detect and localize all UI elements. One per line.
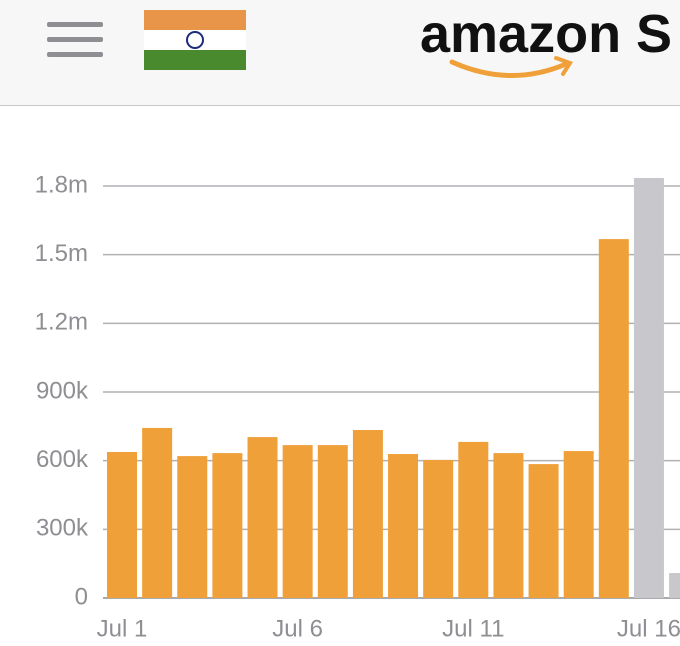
flag-stripe: [144, 10, 246, 30]
flag-india[interactable]: [144, 10, 246, 70]
logo-arrow: [554, 56, 574, 76]
y-tick-label: 600k: [36, 446, 89, 473]
y-tick-label: 0: [75, 583, 88, 610]
bar: [388, 454, 419, 598]
menu-line: [47, 52, 103, 57]
menu-line: [47, 37, 103, 42]
bar: [142, 427, 173, 598]
bar: [177, 456, 208, 598]
logo-smile: [449, 59, 569, 78]
x-tick-label: Jul 11: [442, 615, 504, 642]
bar: [423, 459, 454, 598]
bar: [212, 453, 243, 598]
y-tick-label: 300k: [36, 515, 89, 542]
y-tick-label: 1.2m: [35, 309, 88, 336]
flag-wheel: [186, 31, 204, 49]
bar: [669, 573, 680, 598]
y-tick-label: 1.5m: [35, 240, 88, 267]
bar: [458, 441, 489, 598]
flag-stripe: [144, 30, 246, 50]
bar: [282, 445, 313, 598]
bar: [633, 177, 664, 598]
y-tick-label: 1.8m: [35, 171, 88, 198]
bar: [352, 429, 383, 598]
bar: [528, 464, 559, 598]
bar: [107, 451, 137, 598]
header-bar: [0, 0, 680, 105]
flag-stripe: [144, 50, 246, 70]
bar: [493, 453, 524, 598]
menu-button[interactable]: [47, 22, 103, 57]
y-tick-label: 900k: [36, 377, 89, 404]
bar: [598, 239, 629, 598]
x-tick-label: Jul 6: [272, 615, 323, 642]
bar: [317, 445, 348, 598]
x-tick-label: Jul 1: [97, 615, 148, 642]
menu-line: [47, 22, 103, 27]
x-tick-label: Jul 16: [617, 615, 680, 642]
bar: [563, 451, 594, 598]
logo[interactable]: amazon S: [420, 4, 672, 64]
bar: [247, 437, 278, 598]
